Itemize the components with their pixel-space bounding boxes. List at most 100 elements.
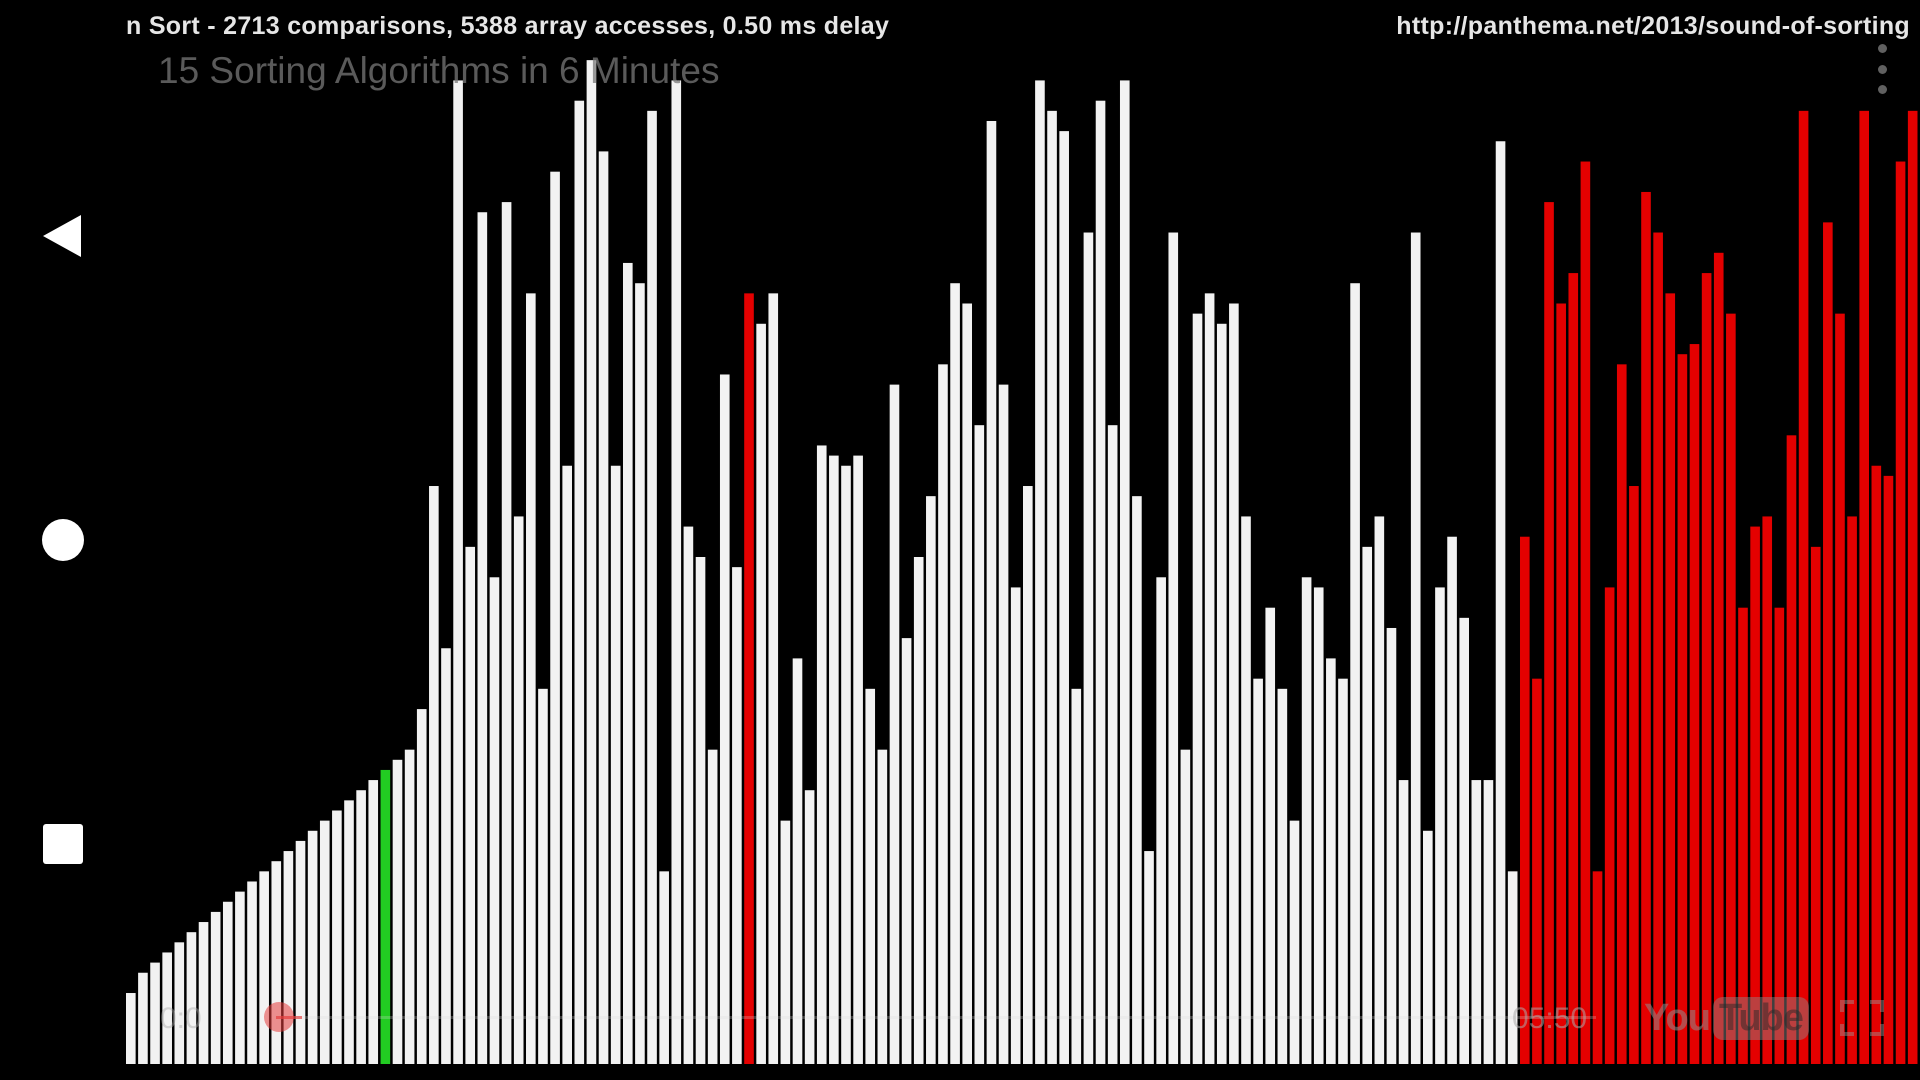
array-bar: [1423, 830, 1433, 1064]
array-bar: [1447, 536, 1457, 1064]
array-bar: [1580, 161, 1591, 1065]
fullscreen-icon: [1840, 1000, 1884, 1036]
array-bar: [610, 465, 621, 1064]
array-bar: [1483, 780, 1494, 1064]
array-bar: [1204, 293, 1215, 1064]
array-bar: [150, 962, 160, 1064]
array-bar: [1665, 293, 1676, 1064]
array-bar: [138, 972, 148, 1064]
array-bar: [1556, 303, 1566, 1064]
array-bar: [198, 922, 209, 1064]
array-bar: [1459, 617, 1469, 1064]
back-button[interactable]: [0, 186, 126, 286]
array-bar: [732, 567, 742, 1064]
array-bar: [416, 709, 427, 1064]
array-bar: [913, 557, 924, 1064]
array-bar: [1010, 587, 1021, 1064]
array-bar: [986, 120, 997, 1065]
array-bar: [1750, 526, 1760, 1064]
array-bar: [1532, 678, 1542, 1064]
array-bar: [598, 151, 609, 1064]
more-options-button[interactable]: [1870, 44, 1894, 94]
array-bar: [562, 465, 572, 1064]
array-bar: [1289, 820, 1300, 1064]
recents-icon: [43, 824, 83, 864]
array-bar: [816, 445, 827, 1065]
array-bar: [332, 810, 342, 1064]
array-bar: [550, 171, 560, 1064]
video-player[interactable]: n Sort - 2713 comparisons, 5388 array ac…: [126, 0, 1920, 1080]
array-bar: [429, 486, 439, 1064]
array-bar: [1023, 486, 1033, 1064]
array-bar: [901, 638, 912, 1064]
array-bar: [1629, 486, 1639, 1064]
array-bar: [1859, 110, 1870, 1065]
array-bar: [1119, 80, 1130, 1065]
sorting-visualization-chart: [126, 60, 1918, 1065]
array-bar: [1265, 607, 1276, 1064]
recents-button[interactable]: [0, 794, 126, 894]
array-bar: [1592, 871, 1603, 1064]
array-bar: [853, 455, 863, 1065]
array-bar: [344, 800, 354, 1064]
array-bar: [1823, 222, 1833, 1064]
array-bar: [319, 820, 330, 1064]
array-bar: [1762, 516, 1773, 1064]
array-bar: [1326, 658, 1336, 1064]
array-bar: [380, 769, 391, 1064]
array-bar: [1495, 141, 1506, 1064]
array-bar: [1350, 283, 1360, 1065]
array-bar: [1677, 354, 1688, 1064]
array-bar: [477, 212, 488, 1065]
array-bar: [1059, 131, 1069, 1064]
array-bar: [998, 384, 1009, 1064]
array-bar: [295, 840, 306, 1064]
array-bar: [356, 790, 366, 1064]
array-bar: [574, 100, 585, 1064]
array-bar: [235, 891, 245, 1064]
array-bar: [489, 577, 500, 1064]
array-bar: [671, 80, 682, 1065]
array-bar: [1568, 273, 1579, 1065]
array-bar: [1726, 313, 1736, 1064]
array-bar: [1398, 780, 1409, 1064]
array-bar: [1047, 110, 1057, 1065]
array-bar: [683, 526, 694, 1064]
array-bar: [162, 952, 172, 1064]
android-navigation-bar: [0, 0, 126, 1080]
array-bar: [1616, 364, 1627, 1065]
array-bar: [1241, 516, 1251, 1064]
fullscreen-button[interactable]: [1838, 998, 1886, 1038]
array-bar: [622, 262, 633, 1064]
youtube-logo-tube: Tube: [1712, 996, 1809, 1040]
progress-scrubber[interactable]: [264, 1002, 294, 1032]
array-bar: [1653, 232, 1663, 1064]
array-bar: [1253, 678, 1263, 1064]
array-bar: [1156, 577, 1166, 1064]
array-bar: [271, 861, 282, 1064]
array-bar: [1895, 161, 1906, 1065]
progress-bar[interactable]: [276, 1016, 1596, 1019]
array-bar: [1132, 496, 1142, 1064]
array-bar: [1689, 344, 1700, 1064]
array-bar: [1386, 627, 1397, 1064]
array-bar: [926, 496, 936, 1064]
back-icon: [43, 215, 81, 257]
array-bar: [744, 293, 754, 1064]
array-bar: [126, 993, 136, 1064]
array-bar: [1168, 232, 1179, 1064]
array-bar: [1507, 871, 1518, 1064]
array-bar: [950, 283, 960, 1065]
array-bar: [1713, 252, 1724, 1065]
array-bar: [841, 465, 851, 1064]
array-bar: [1362, 546, 1373, 1064]
array-bar: [259, 871, 269, 1064]
array-bar: [1604, 587, 1615, 1064]
home-button[interactable]: [0, 490, 126, 590]
array-bar: [647, 110, 657, 1065]
array-bar: [1701, 273, 1712, 1065]
youtube-logo[interactable]: You Tube: [1644, 994, 1809, 1042]
array-bar: [877, 749, 888, 1064]
array-bar: [1810, 546, 1821, 1064]
array-bar: [707, 749, 718, 1064]
